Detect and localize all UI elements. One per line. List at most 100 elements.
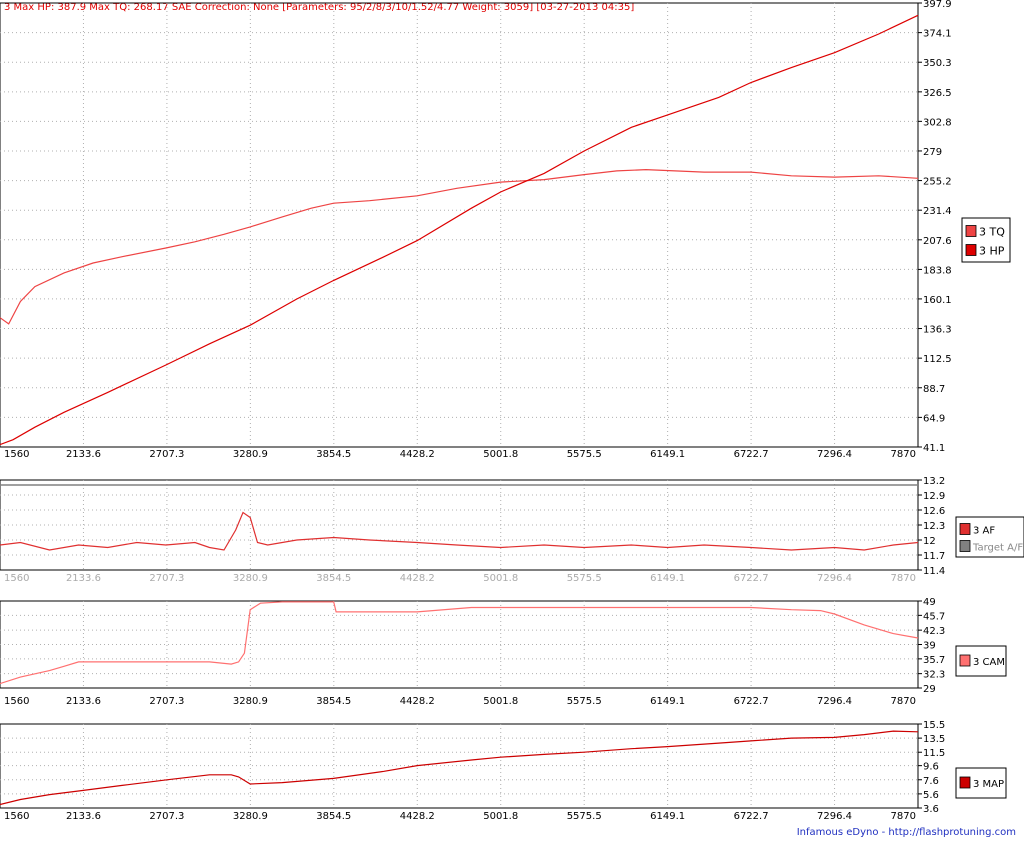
y-tick-label: 326.5: [923, 88, 952, 99]
y-tick-label: 11.7: [923, 551, 945, 562]
x-tick-label: 5001.8: [483, 696, 518, 707]
y-tick-label: 42.3: [923, 626, 945, 637]
x-tick-label: 6149.1: [650, 449, 685, 460]
series-line: [0, 511, 919, 551]
x-tick-label: 7870: [891, 696, 916, 707]
panel-afr: 1560 2133.6 2707.3 3280.9 3854.5 4428.2 5001.8…: [0, 476, 1024, 584]
x-tick-label: 3854.5: [316, 696, 351, 707]
x-tick-label: 6722.7: [734, 696, 769, 707]
x-tick-label: 1560: [4, 696, 29, 707]
x-tick-label: 3280.9: [233, 449, 268, 460]
x-tick-label: 6149.1: [650, 573, 685, 584]
legend-swatch: [959, 523, 971, 535]
x-tick-label: 6149.1: [650, 696, 685, 707]
x-tick-label: 7870: [891, 449, 916, 460]
y-tick-label: 12.9: [923, 491, 945, 502]
legend-swatch: [959, 540, 971, 552]
y-tick-label: 13.2: [923, 476, 945, 487]
y-tick-label: 35.7: [923, 655, 945, 666]
x-tick-label: 7870: [891, 573, 916, 584]
x-tick-label: 7296.4: [817, 573, 852, 584]
series-line: [0, 730, 919, 806]
x-tick-label: 5575.5: [567, 696, 602, 707]
x-tick-label: 3854.5: [316, 811, 351, 822]
x-tick-label: 5001.8: [483, 449, 518, 460]
y-tick-label: 5.6: [923, 790, 939, 801]
y-tick-label: 279: [923, 147, 942, 158]
y-tick-label: 39: [923, 641, 936, 652]
y-tick-label: 12.6: [923, 506, 945, 517]
legend: 3 AF Target A/F: [955, 516, 1024, 558]
y-tick-label: 255.2: [923, 177, 952, 188]
legend: 3 MAP: [955, 767, 1007, 799]
legend-swatch: [965, 225, 977, 237]
footer-credit: Infamous eDyno - http://flashprotuning.c…: [796, 827, 1016, 838]
y-tick-label: 112.5: [923, 354, 952, 365]
x-tick-label: 6722.7: [734, 449, 769, 460]
y-tick-label: 64.9: [923, 413, 945, 424]
x-tick-label: 5575.5: [567, 811, 602, 822]
x-tick-label: 2707.3: [149, 811, 184, 822]
y-tick-label: 136.3: [923, 325, 952, 336]
legend-swatch: [959, 776, 971, 789]
y-tick-label: 160.1: [923, 295, 952, 306]
x-tick-label: 2707.3: [149, 573, 184, 584]
y-tick-label: 397.9: [923, 0, 952, 10]
x-tick-label: 4428.2: [400, 573, 435, 584]
legend-label: 3 MAP: [973, 779, 1004, 790]
x-tick-label: 2133.6: [66, 696, 101, 707]
legend-label: 3 CAM: [973, 657, 1005, 668]
x-tick-label: 2133.6: [66, 449, 101, 460]
y-tick-label: 12: [923, 536, 936, 547]
x-tick-label: 3280.9: [233, 696, 268, 707]
series-line: [0, 14, 919, 446]
x-tick-label: 1560: [4, 811, 29, 822]
x-tick-label: 5575.5: [567, 573, 602, 584]
panel-map: 1560 2133.6 2707.3 3280.9 3854.5 4428.2 5001.8…: [0, 720, 1007, 822]
legend-label: 3 TQ: [979, 226, 1005, 239]
y-tick-label: 49: [923, 597, 936, 608]
x-tick-label: 2707.3: [149, 696, 184, 707]
panel-power: 1560 2133.6 2707.3 3280.9 3854.5 4428.2 5001.8…: [0, 0, 1011, 460]
panel-frame: [0, 2, 919, 448]
x-tick-label: 6722.7: [734, 811, 769, 822]
x-tick-label: 5001.8: [483, 573, 518, 584]
x-tick-label: 3280.9: [233, 811, 268, 822]
y-tick-label: 207.6: [923, 236, 952, 247]
x-tick-label: 1560: [4, 573, 29, 584]
y-tick-label: 15.5: [923, 720, 945, 731]
y-tick-label: 350.3: [923, 58, 952, 69]
x-tick-label: 6149.1: [650, 811, 685, 822]
y-tick-label: 12.3: [923, 521, 945, 532]
x-tick-label: 3854.5: [316, 573, 351, 584]
x-tick-label: 7296.4: [817, 811, 852, 822]
y-tick-label: 302.8: [923, 117, 952, 128]
y-tick-label: 11.4: [923, 566, 945, 577]
x-tick-label: 4428.2: [400, 696, 435, 707]
y-tick-label: 29: [923, 684, 936, 695]
y-tick-label: 41.1: [923, 443, 945, 454]
legend-label: 3 HP: [979, 245, 1005, 258]
x-tick-label: 5575.5: [567, 449, 602, 460]
legend-swatch: [959, 654, 971, 667]
x-tick-label: 1560: [4, 449, 29, 460]
x-tick-label: 7870: [891, 811, 916, 822]
x-tick-label: 3280.9: [233, 573, 268, 584]
legend-label: 3 AF: [973, 526, 995, 537]
x-tick-label: 2707.3: [149, 449, 184, 460]
chart-title: 3 Max HP: 387.9 Max TQ: 268.17 SAE Corre…: [4, 2, 635, 13]
y-tick-label: 45.7: [923, 611, 945, 622]
x-tick-label: 7296.4: [817, 449, 852, 460]
x-tick-label: 7296.4: [817, 696, 852, 707]
x-tick-label: 2133.6: [66, 811, 101, 822]
legend-swatch: [965, 244, 977, 256]
series-line: [0, 601, 919, 685]
legend-label: Target A/F: [972, 543, 1023, 554]
y-tick-label: 32.3: [923, 670, 945, 681]
x-tick-label: 4428.2: [400, 449, 435, 460]
y-tick-label: 3.6: [923, 804, 939, 815]
y-tick-label: 7.6: [923, 776, 939, 787]
x-tick-label: 6722.7: [734, 573, 769, 584]
y-tick-label: 183.8: [923, 265, 952, 276]
